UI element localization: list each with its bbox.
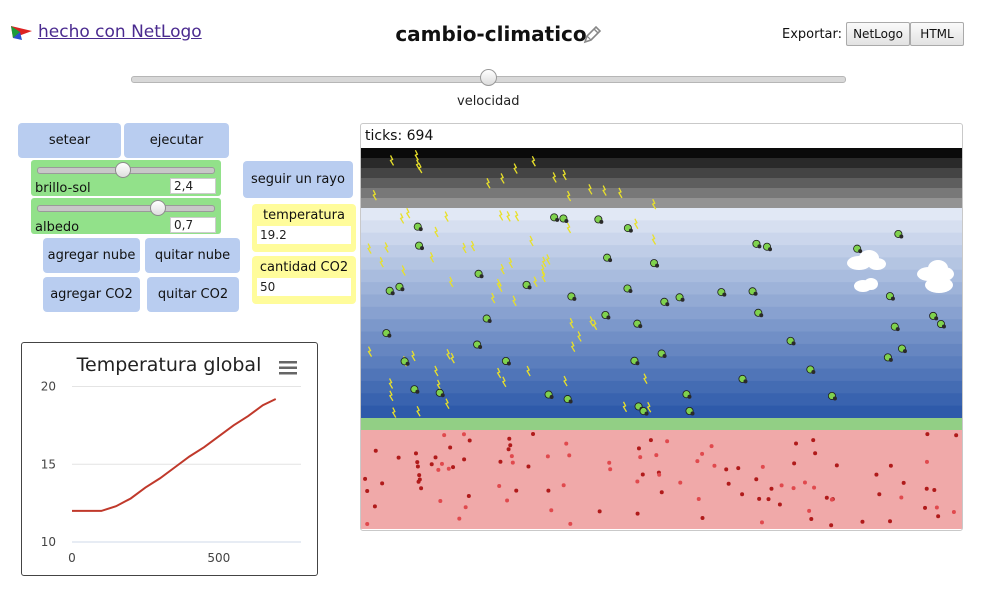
hamburger-menu-icon[interactable]: [279, 361, 297, 375]
export-html-button[interactable]: HTML: [910, 22, 964, 46]
temperatura-monitor-value: 19.2: [257, 226, 351, 244]
temperature-plot-svg: Temperatura global 10 15 20 0 500: [41, 354, 301, 565]
speed-slider-thumb[interactable]: [480, 69, 497, 86]
temperature-plot: Temperatura global 10 15 20 0 500: [21, 342, 318, 576]
plot-title: Temperatura global: [76, 354, 262, 376]
co2-molecules: [382, 213, 946, 416]
go-button[interactable]: ejecutar: [124, 123, 229, 158]
brillo-sol-value: 2,4: [170, 178, 216, 194]
albedo-thumb[interactable]: [150, 200, 166, 216]
netlogo-logo-icon: [11, 26, 32, 40]
temperatura-monitor: temperatura 19.2: [252, 204, 356, 252]
add-cloud-button[interactable]: agregar nube: [43, 238, 140, 273]
cloud-icon: [917, 260, 954, 293]
brillo-sol-label: brillo-sol: [35, 181, 91, 196]
co2-monitor-value: 50: [257, 278, 351, 296]
edit-title-pencil-icon[interactable]: [581, 24, 603, 50]
cloud-icon: [847, 250, 886, 292]
heat-particles: [363, 432, 959, 528]
ground: [361, 430, 962, 529]
export-netlogo-button[interactable]: NetLogo: [846, 22, 910, 46]
co2-monitor-label: cantidad CO2: [259, 260, 349, 275]
grass: [361, 418, 962, 430]
add-co2-button[interactable]: agregar CO2: [43, 277, 140, 312]
y-tick-label: 10: [41, 535, 56, 549]
follow-ray-button[interactable]: seguir un rayo: [243, 161, 353, 198]
temperatura-monitor-label: temperatura: [263, 208, 345, 223]
speed-label: velocidad: [457, 94, 520, 109]
export-label: Exportar:: [782, 27, 843, 42]
albedo-track[interactable]: [37, 205, 215, 212]
y-tick-label: 15: [41, 457, 56, 471]
co2-monitor: cantidad CO2 50: [252, 256, 356, 304]
brillo-sol-thumb[interactable]: [115, 162, 131, 178]
world-view[interactable]: ticks: 694: [360, 123, 963, 531]
x-tick-label: 0: [68, 551, 76, 565]
albedo-slider[interactable]: albedo 0,7: [31, 198, 221, 235]
ticks-counter: ticks: 694: [365, 128, 434, 144]
x-tick-label: 500: [207, 551, 230, 565]
setup-button[interactable]: setear: [18, 123, 121, 158]
world-canvas: [361, 148, 962, 529]
remove-cloud-button[interactable]: quitar nube: [145, 238, 240, 273]
series-line-temperatura: [72, 398, 277, 512]
albedo-label: albedo: [35, 220, 80, 235]
netlogo-logo-text: hecho con NetLogo: [38, 22, 202, 42]
y-tick-label: 20: [41, 380, 56, 394]
remove-co2-button[interactable]: quitar CO2: [147, 277, 239, 312]
albedo-value: 0,7: [170, 217, 216, 233]
netlogo-logo-link[interactable]: hecho con NetLogo: [10, 22, 202, 42]
brillo-sol-slider[interactable]: brillo-sol 2,4: [31, 160, 221, 196]
